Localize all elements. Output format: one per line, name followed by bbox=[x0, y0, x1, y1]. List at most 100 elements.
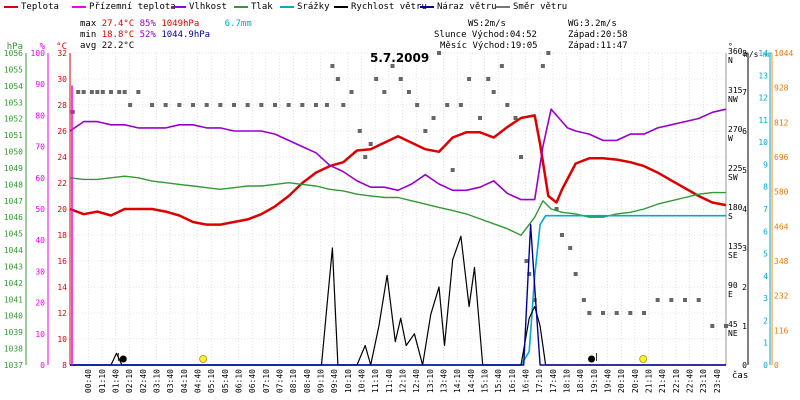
rain-axis-tick: 3 bbox=[763, 294, 768, 303]
temperature-axis-tick: 28 bbox=[57, 101, 67, 110]
x-tick-label: 14:40 bbox=[467, 369, 476, 393]
x-tick-label: 20:10 bbox=[617, 369, 626, 393]
radiation-axis-tick: 464 bbox=[774, 222, 789, 231]
rain-axis-tick: 6 bbox=[763, 227, 768, 236]
direction-point bbox=[431, 116, 436, 120]
legend-swatch bbox=[334, 5, 348, 8]
pressure-axis-tick: 1041 bbox=[4, 295, 23, 304]
x-tick-label: 06:10 bbox=[235, 369, 244, 393]
temperature-axis-tick: 16 bbox=[57, 257, 67, 266]
direction-axis-tick: 360 bbox=[728, 47, 743, 56]
rain-axis-tick: 14 bbox=[758, 49, 768, 58]
x-tick-label: 20:40 bbox=[631, 369, 640, 393]
pressure-axis-tick: 1037 bbox=[4, 361, 23, 370]
temperature-axis-tick: 10 bbox=[57, 335, 67, 344]
x-tick-label: 15:40 bbox=[494, 369, 503, 393]
direction-point bbox=[232, 103, 236, 107]
wind-axis-tick: 5 bbox=[742, 166, 747, 175]
x-tick-label: 06:40 bbox=[248, 369, 257, 393]
x-tick-label: 05:10 bbox=[207, 369, 216, 393]
direction-point bbox=[696, 298, 701, 302]
direction-point bbox=[324, 103, 329, 107]
direction-point bbox=[122, 90, 127, 94]
legend-item: Tlak bbox=[234, 2, 273, 12]
pressure-axis-unit: hPa bbox=[7, 42, 23, 52]
radiation-axis-tick: 812 bbox=[774, 118, 789, 127]
x-tick-label: 01:40 bbox=[112, 369, 121, 393]
pressure-axis-tick: 1053 bbox=[4, 98, 23, 107]
humidity-axis-tick: 40 bbox=[35, 236, 45, 245]
stat-min-label: min bbox=[80, 30, 97, 40]
x-tick-label: 01:10 bbox=[98, 369, 107, 393]
chart-grid bbox=[70, 52, 726, 366]
pressure-axis-tick: 1045 bbox=[4, 230, 23, 239]
pressure-axis-tick: 1050 bbox=[4, 148, 23, 157]
direction-axis-label: NE bbox=[728, 329, 738, 338]
humidity-axis-tick: 60 bbox=[35, 174, 45, 183]
direction-axis-unit: ° bbox=[728, 42, 733, 51]
rain-axis-tick: 0 bbox=[763, 361, 768, 370]
direction-point bbox=[423, 129, 428, 133]
pressure-axis-tick: 1047 bbox=[4, 197, 23, 206]
rain-axis-tick: 12 bbox=[758, 94, 768, 103]
direction-point bbox=[491, 90, 496, 94]
x-tick-label: 12:10 bbox=[399, 369, 408, 393]
stat-min-press: 1044.9hPa bbox=[161, 30, 211, 40]
x-tick-label: 15:10 bbox=[481, 369, 490, 393]
direction-axis-tick: 135 bbox=[728, 242, 743, 251]
humidity-axis-tick: 0 bbox=[40, 361, 45, 370]
pressure-axis-tick: 1039 bbox=[4, 328, 23, 337]
legend-item: Přízemní teplota bbox=[72, 2, 176, 12]
chart-title: 5.7.2009 bbox=[370, 51, 430, 65]
direction-point bbox=[95, 90, 100, 94]
chart-series bbox=[69, 85, 727, 366]
x-tick-label: 04:40 bbox=[194, 369, 203, 393]
temperature-axis-tick: 14 bbox=[57, 283, 67, 292]
legend-label: Směr větru bbox=[513, 2, 568, 12]
direction-point bbox=[415, 103, 420, 107]
x-tick-label: 22:40 bbox=[686, 369, 695, 393]
sun-moon-markers bbox=[117, 353, 648, 363]
legend-swatch bbox=[72, 5, 86, 8]
direction-point bbox=[259, 103, 264, 107]
legend-item: Směr větru bbox=[496, 2, 567, 12]
x-tick-label: 19:40 bbox=[604, 369, 613, 393]
chart-axes: 00:40 01:10 01:40 02:10 02:40 03:10 03:40 04:10… bbox=[4, 42, 794, 393]
x-tick-label: 00:40 bbox=[84, 369, 93, 393]
sunrise-icon bbox=[199, 355, 208, 363]
direction-point bbox=[163, 103, 168, 107]
x-tick-label: 18:10 bbox=[563, 369, 572, 393]
direction-point bbox=[669, 298, 674, 302]
direction-point bbox=[204, 103, 209, 107]
direction-axis-tick: 180 bbox=[728, 203, 743, 212]
direction-point bbox=[177, 103, 182, 107]
direction-point bbox=[398, 77, 403, 81]
stat-sun-rise: Slunce Východ:04:52 bbox=[434, 30, 537, 40]
direction-point bbox=[683, 298, 687, 302]
series-srážky bbox=[70, 214, 726, 366]
direction-point bbox=[573, 272, 578, 276]
direction-point bbox=[81, 90, 86, 94]
moonset-icon bbox=[119, 355, 127, 363]
direction-point bbox=[614, 311, 619, 315]
direction-axis-label: E bbox=[728, 290, 733, 299]
radiation-axis-tick: 928 bbox=[774, 84, 789, 93]
direction-point bbox=[486, 77, 491, 81]
temperature-axis-unit: °C bbox=[56, 42, 67, 52]
x-tick-label: 09:40 bbox=[330, 369, 339, 393]
x-tick-label: 07:10 bbox=[262, 369, 271, 393]
direction-axis-label: NW bbox=[728, 95, 738, 104]
x-tick-label: 19:10 bbox=[590, 369, 599, 393]
direction-point bbox=[150, 103, 154, 107]
stat-avg-label: avg bbox=[80, 41, 97, 51]
legend-label: Rychlost větru bbox=[351, 2, 427, 12]
direction-point bbox=[76, 90, 81, 94]
x-tick-label: 13:10 bbox=[426, 369, 435, 393]
radiation-axis-tick: 696 bbox=[774, 153, 789, 162]
rain-axis-tick: 2 bbox=[763, 316, 768, 325]
rain-axis-tick: 4 bbox=[763, 272, 768, 281]
x-tick-label: 17:40 bbox=[549, 369, 558, 393]
direction-point bbox=[560, 233, 564, 237]
direction-axis-tick: 225 bbox=[728, 164, 743, 173]
